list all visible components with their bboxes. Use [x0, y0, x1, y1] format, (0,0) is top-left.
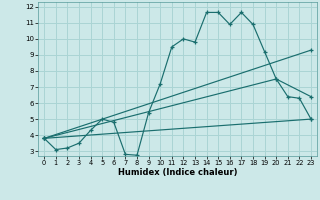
X-axis label: Humidex (Indice chaleur): Humidex (Indice chaleur): [118, 168, 237, 177]
